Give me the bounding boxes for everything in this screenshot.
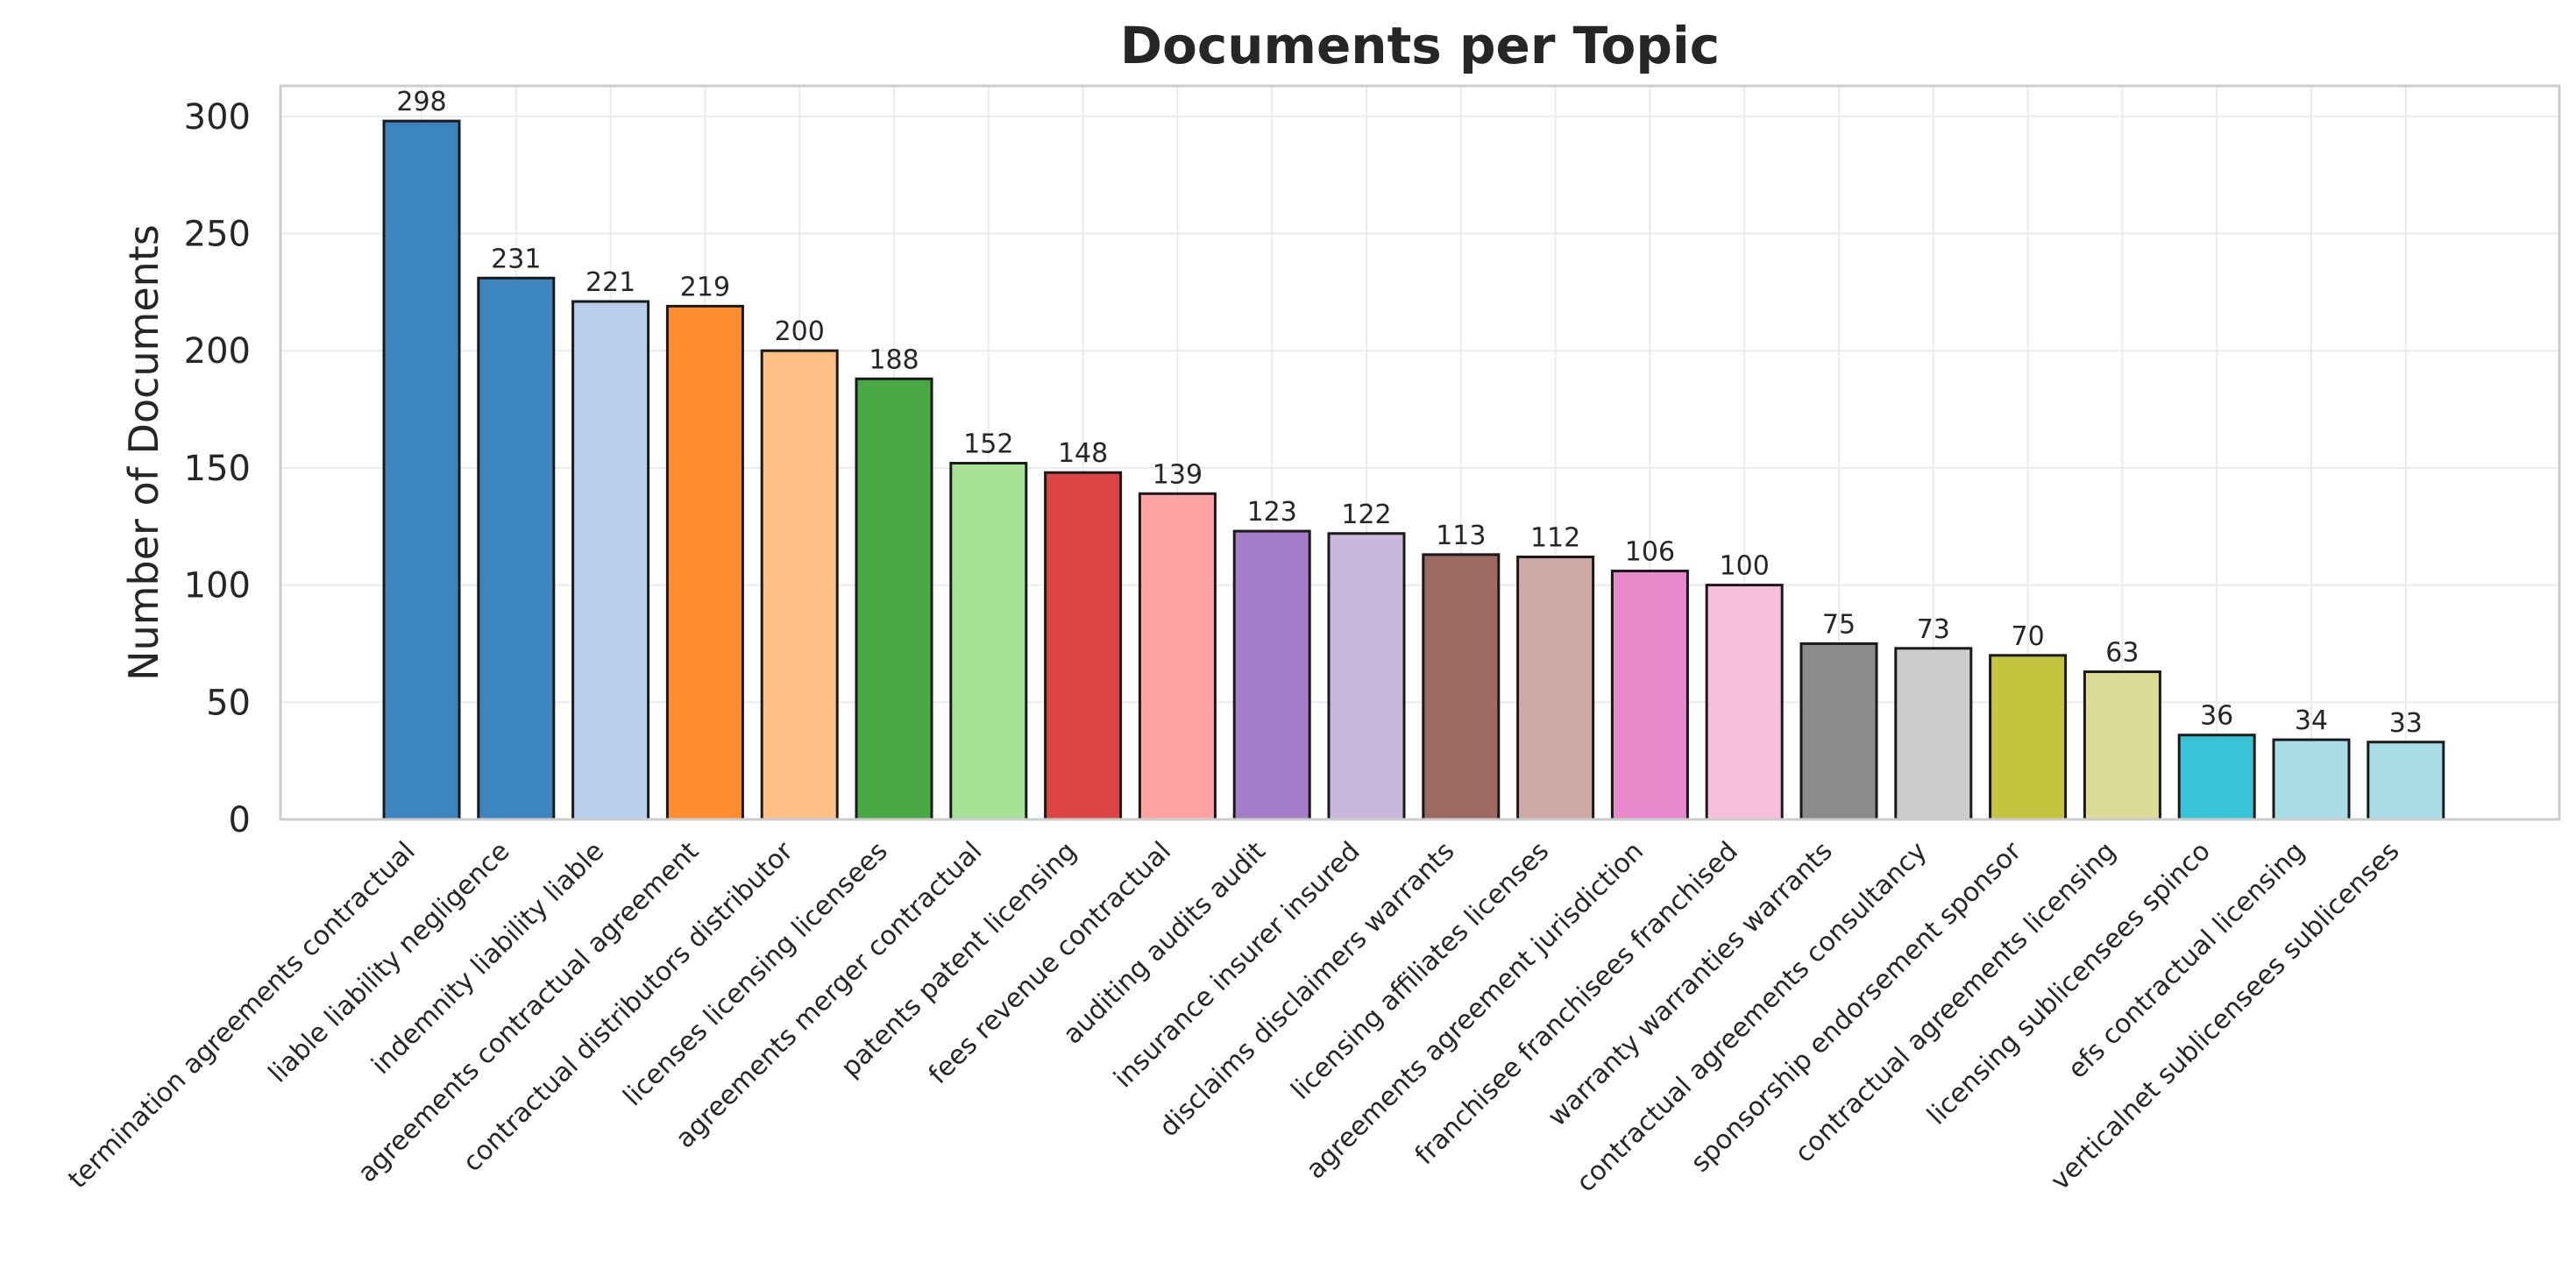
bar-15 [1799,642,1878,821]
y-tick-label-1: 50 [206,683,251,723]
x-tick-label-17: sponsorship endorsement sponsor [1685,835,2028,1178]
x-tick-label-0: termination agreements contractual [62,836,421,1194]
bar-21 [2367,741,2445,821]
bar-5 [855,377,933,821]
value-label-17: 70 [2012,621,2045,652]
y-axis-label: Number of Documents [120,224,167,681]
bar-9 [1232,529,1311,821]
y-tick-label-3: 150 [184,449,251,489]
x-axis-ticks: termination agreements contractualliable… [62,835,2405,1198]
bar-16 [1894,647,1973,821]
bar-19 [2177,734,2256,821]
bar-17 [1989,654,2068,821]
chart-title: Documents per Topic [1120,16,1720,75]
bar-20 [2272,738,2351,821]
x-tick-label-21: verticalnet sublicensees sublicenses [2045,836,2405,1196]
value-label-19: 36 [2200,701,2233,732]
value-label-9: 123 [1247,497,1297,528]
value-label-6: 152 [963,429,1013,460]
y-tick-label-4: 200 [184,331,251,372]
value-label-0: 298 [396,87,446,117]
value-label-8: 139 [1153,459,1203,490]
value-label-5: 188 [869,344,919,375]
bar-11 [1422,553,1501,821]
value-label-10: 122 [1341,500,1391,530]
value-label-7: 148 [1058,438,1108,469]
value-label-14: 100 [1720,551,1770,582]
value-label-1: 231 [491,244,541,274]
bar-6 [949,462,1028,821]
x-tick-label-16: contractual agreements consultancy [1571,836,1933,1198]
bar-10 [1327,532,1406,821]
y-tick-label-6: 300 [184,97,251,138]
bar-12 [1516,555,1595,821]
bar-0 [382,119,461,821]
bar-13 [1610,570,1689,821]
bar-8 [1138,492,1217,821]
bar-14 [1705,584,1784,821]
value-labels: 298 231 221 219 200 188 152 148 139 123 122 113 112 1… [396,87,2423,739]
value-label-12: 112 [1530,522,1580,553]
y-axis-ticks: 0 50 100 150 200 250 300 [184,97,251,840]
value-label-18: 63 [2105,638,2139,669]
bar-7 [1044,471,1123,821]
bar-4 [760,349,839,821]
bar-3 [665,304,744,821]
value-label-20: 34 [2295,705,2328,736]
value-label-3: 219 [680,272,730,302]
value-label-21: 33 [2389,708,2423,739]
bar-18 [2083,670,2161,821]
x-tick-label-4: contractual distributors distributor [458,835,800,1178]
value-label-13: 106 [1625,537,1675,568]
bar-1 [477,276,556,821]
plot-frame [279,84,2561,821]
y-tick-label-0: 0 [229,800,251,840]
x-tick-label-13: agreements agreement jurisdiction [1301,836,1650,1186]
value-label-16: 73 [1917,614,1950,645]
x-tick-label-3: agreements contractual agreement [352,836,705,1188]
y-tick-label-5: 250 [184,214,251,254]
value-label-4: 200 [775,316,825,347]
value-label-15: 75 [1822,609,1856,640]
value-label-2: 221 [585,267,635,298]
bar-2 [571,300,650,821]
y-tick-label-2: 100 [184,566,251,606]
value-label-11: 113 [1436,521,1486,551]
bars [382,119,2445,821]
